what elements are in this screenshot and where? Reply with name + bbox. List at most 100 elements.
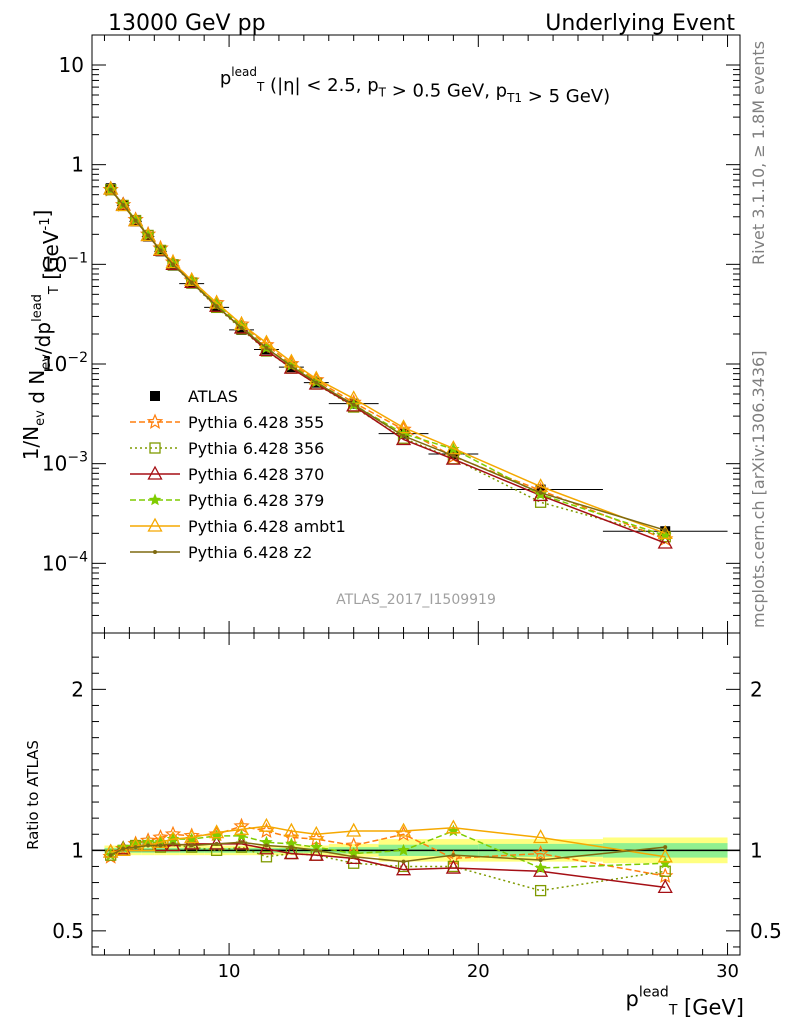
ratio-point (283, 845, 299, 860)
data-point (108, 187, 113, 192)
legend-label: ATLAS (188, 387, 238, 406)
ratio-y-tick-label-right: 2 (750, 677, 763, 701)
analysis-id: ATLAS_2017_I1509919 (336, 592, 496, 608)
ratio-point (445, 859, 461, 874)
series-line (110, 189, 666, 538)
data-point (189, 280, 194, 285)
ratio-point (171, 841, 175, 846)
ratio-point (115, 841, 131, 856)
legend: ATLAS Pythia 6.428 355 Pythia 6.428 356 Pyt… (130, 387, 346, 562)
legend-marker (147, 465, 163, 480)
ratio-point (533, 862, 549, 877)
y-tick-label: 10−4 (42, 549, 88, 575)
data-point (351, 402, 356, 407)
ratio-point (209, 835, 225, 850)
ratio-point (108, 853, 113, 858)
ratio-point (121, 846, 126, 851)
ratio-panel: 10 20 30 0.5 0.5 1 1 2 2 (52, 632, 782, 982)
ratio-point (235, 829, 248, 842)
ratio-point (445, 819, 461, 834)
y-tick-label: 1 (71, 153, 84, 177)
ratio-point (133, 845, 138, 850)
data-point (115, 197, 131, 212)
header-right: Underlying Event (545, 11, 735, 36)
data-point (140, 227, 156, 242)
ratio-point (451, 853, 456, 858)
legend-label: Pythia 6.428 379 (188, 491, 324, 510)
main-title: pleadT (|η| < 2.5, pT > 0.5 GeV, pT1 > 5… (220, 65, 610, 107)
data-point (152, 241, 169, 256)
y-tick-label: 10−1 (42, 250, 88, 276)
x-axis-label: pleadT [GeV] (626, 985, 745, 1020)
data-point (214, 304, 219, 309)
data-point (158, 248, 163, 253)
data-point (121, 202, 126, 207)
ratio-point (533, 829, 549, 844)
y-tick-label: 10−3 (42, 450, 88, 476)
data-point (445, 440, 461, 455)
main-y-axis-label: 1/Nev d Nev/dpleadT [GeV-1] (19, 210, 63, 461)
ratio-point (397, 843, 410, 856)
ratio-point (214, 841, 219, 846)
ratio-point (395, 825, 412, 842)
ratio-point (395, 822, 412, 837)
data-point (663, 528, 668, 533)
data-point (314, 380, 319, 385)
ratio-y-axis-label: Ratio to ATLAS (24, 740, 42, 850)
main-panel: 10 1 10−1 10−2 10−3 10−4 (42, 34, 741, 634)
data-point (264, 345, 269, 350)
rivet-label: Rivet 3.1.10, ≥ 1.8M events (749, 41, 768, 265)
ratio-y-tick-label: 2 (71, 677, 84, 701)
y-tick-label: 10 (59, 53, 84, 77)
data-point (239, 325, 244, 330)
ratio-point (346, 822, 362, 837)
data-point (128, 212, 144, 227)
legend-label: Pythia 6.428 ambt1 (188, 517, 346, 536)
ratio-y-tick-label-right: 0.5 (750, 919, 782, 943)
data-point (445, 450, 461, 465)
data-point (146, 233, 151, 238)
legend-marker (148, 493, 162, 506)
data-point (401, 433, 406, 438)
y-tick-label: 10−2 (42, 350, 88, 376)
ratio-point (260, 851, 273, 863)
legend-marker (150, 391, 160, 401)
ratio-point (351, 854, 356, 859)
data-point (657, 534, 673, 549)
ratio-point (659, 865, 671, 877)
ratio-point (657, 879, 673, 894)
legend-marker (147, 517, 163, 532)
data-point (657, 524, 673, 539)
ratio-point (308, 846, 324, 861)
ratio-point (308, 825, 324, 840)
ratio-point (158, 843, 163, 848)
ratio-point (538, 858, 543, 863)
data-point (133, 218, 138, 223)
data-point (289, 364, 294, 369)
x-tick-label: 10 (218, 961, 241, 982)
ratio-point (184, 829, 200, 844)
legend-marker (146, 413, 164, 429)
ratio-point (314, 848, 319, 853)
ratio-point (401, 859, 406, 864)
ratio-point (534, 884, 547, 897)
ratio-point (657, 848, 673, 863)
ratio-point (233, 821, 250, 836)
legend-marker (149, 442, 161, 454)
ratio-point (534, 861, 547, 874)
data-point (538, 490, 543, 495)
data-point (171, 262, 175, 267)
legend-label: Pythia 6.428 z2 (188, 543, 312, 562)
legend-marker (153, 550, 157, 554)
ratio-point (146, 843, 151, 848)
ratio-point (258, 840, 275, 855)
ratio-point (209, 824, 225, 839)
data-point (308, 375, 324, 390)
mcplots-label: mcplots.cern.ch [arXiv:1306.3436] (749, 351, 768, 628)
legend-label: Pythia 6.428 355 (188, 413, 324, 432)
ratio-y-tick-label-right: 1 (750, 838, 763, 862)
legend-label: Pythia 6.428 356 (188, 439, 324, 458)
ratio-point (140, 837, 156, 852)
x-tick-label: 20 (467, 961, 490, 982)
ratio-frame (91, 632, 741, 956)
